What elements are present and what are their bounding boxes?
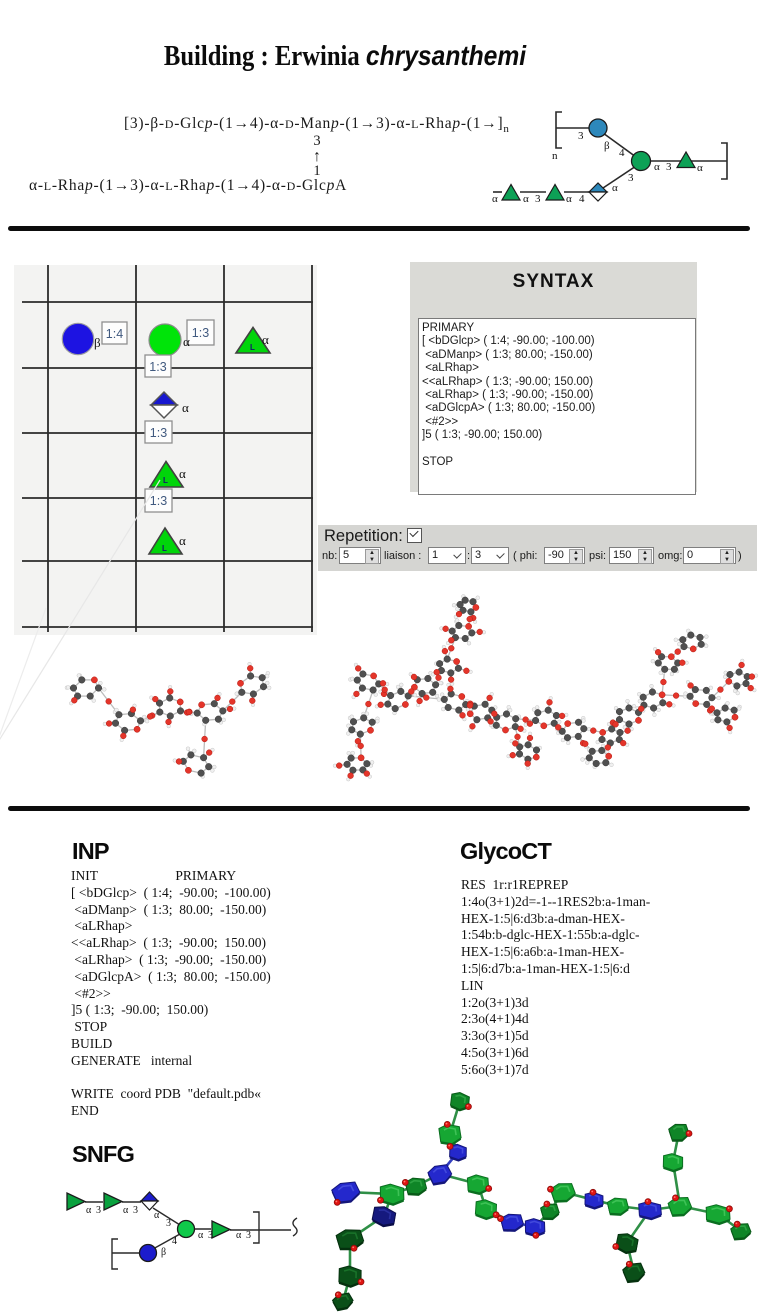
svg-text:β: β (604, 140, 610, 152)
svg-text:3: 3 (628, 172, 634, 184)
svg-text:3: 3 (666, 161, 672, 173)
svg-text:α: α (182, 400, 189, 415)
svg-text:β: β (94, 335, 101, 350)
svg-text:4: 4 (619, 147, 625, 159)
svg-text:α: α (86, 1205, 92, 1216)
svg-text:L: L (250, 343, 255, 352)
svg-text:3: 3 (96, 1205, 101, 1216)
svg-text:β: β (161, 1247, 166, 1258)
svg-text:α: α (566, 193, 572, 205)
svg-text:α: α (654, 161, 660, 173)
svg-text:α: α (154, 1210, 160, 1221)
svg-text:4: 4 (579, 193, 585, 205)
svg-text:1:3: 1:3 (150, 494, 167, 508)
svg-text:α: α (179, 466, 186, 481)
svg-text:L: L (163, 476, 168, 485)
svg-text:α: α (183, 334, 190, 349)
svg-text:n: n (552, 150, 558, 162)
svg-text:α: α (198, 1230, 204, 1241)
svg-text:3: 3 (578, 130, 584, 142)
svg-text:3: 3 (166, 1218, 171, 1229)
svg-text:α: α (179, 533, 186, 548)
svg-text:1:4: 1:4 (106, 327, 123, 341)
svg-text:3: 3 (133, 1205, 138, 1216)
svg-text:α: α (697, 162, 703, 174)
svg-text:α: α (236, 1230, 242, 1241)
svg-text:α: α (123, 1205, 129, 1216)
svg-text:3: 3 (208, 1230, 213, 1241)
svg-text:α: α (523, 193, 529, 205)
svg-text:1:3: 1:3 (192, 326, 209, 340)
svg-text:α: α (612, 182, 618, 194)
svg-text:3: 3 (246, 1230, 251, 1241)
svg-text:α: α (492, 193, 498, 205)
svg-text:α: α (262, 332, 269, 347)
svg-text:3: 3 (535, 193, 541, 205)
svg-text:1:3: 1:3 (149, 360, 166, 374)
svg-text:L: L (162, 544, 167, 553)
svg-text:1:3: 1:3 (150, 426, 167, 440)
svg-text:4: 4 (172, 1236, 177, 1247)
